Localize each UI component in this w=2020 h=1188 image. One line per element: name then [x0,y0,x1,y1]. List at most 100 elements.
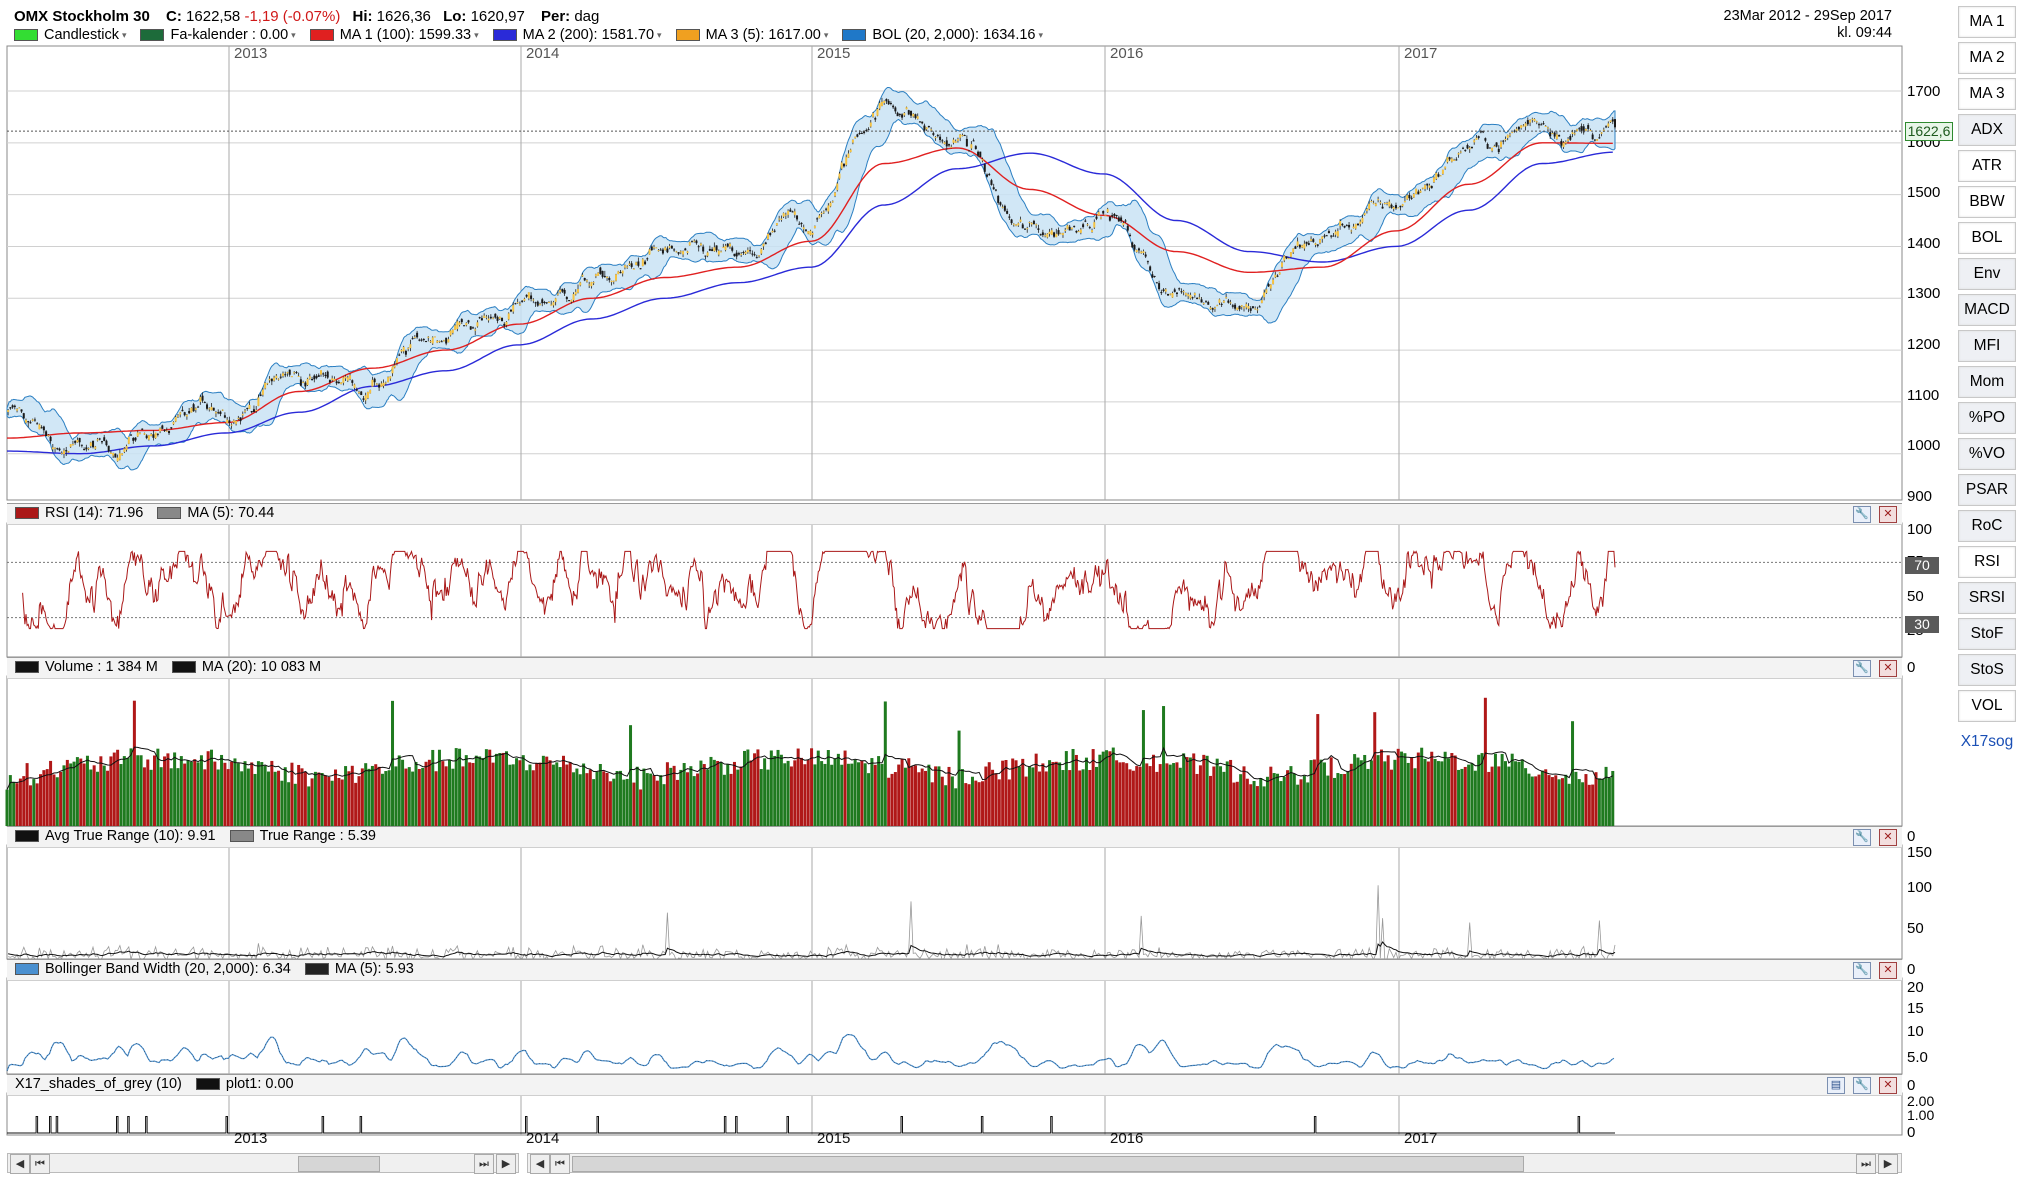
candle-body [1099,217,1102,219]
legend-item-ma1[interactable]: MA 1 (100): 1599.33 [339,27,472,43]
sidebar-item-ma3[interactable]: MA 3 [1958,78,2016,110]
candle-body [623,265,626,268]
wrench-icon[interactable]: 🔧 [1853,962,1871,979]
candle-body [56,448,59,450]
candle-body [431,337,434,344]
sidebar-item-rsi[interactable]: RSI [1958,546,2016,578]
candle-body [950,146,953,148]
legend-item-candlestick[interactable]: Candlestick [44,27,119,43]
sidebar-item-po[interactable]: %PO [1958,402,2016,434]
candle-body [1553,132,1556,137]
candle-body [1120,217,1123,222]
candle-body [539,304,542,306]
candle-body [907,110,910,115]
chevron-down-icon[interactable]: ▾ [291,29,296,40]
sidebar-item-mom[interactable]: Mom [1958,366,2016,398]
volume-bar [561,755,565,826]
scroll-right-icon[interactable]: ▶ [496,1154,516,1174]
chevron-down-icon[interactable]: ▾ [121,29,127,40]
year-label-bottom: 2015 [817,1130,851,1147]
scroll-first-icon[interactable]: ⏮ [30,1154,50,1174]
candle-body [655,247,658,249]
sidebar-item-ma1[interactable]: MA 1 [1958,6,2016,38]
sidebar-item-bol[interactable]: BOL [1958,222,2016,254]
candle-body [617,271,620,275]
volume-bar [746,749,750,826]
sidebar-item-atr[interactable]: ATR [1958,150,2016,182]
candle-body [357,392,360,394]
legend-item-ma2[interactable]: MA 2 (200): 1581.70 [522,27,655,43]
overview-scrollbar[interactable]: ◀ ⏮ ⏭ ▶ [7,1153,519,1174]
overview-scroll-thumb[interactable] [298,1156,380,1172]
close-icon[interactable]: ✕ [1879,829,1897,846]
main-scrollbar[interactable]: ◀ ⏮ ⏭ ▶ [527,1153,1902,1174]
candle-body [726,243,729,247]
close-icon[interactable]: ✕ [1879,506,1897,523]
scroll-left-icon[interactable]: ◀ [530,1154,550,1174]
sidebar-item-srsi[interactable]: SRSI [1958,582,2016,614]
close-icon[interactable]: ✕ [1879,1077,1897,1094]
volume-bar [568,762,572,826]
scroll-right-icon[interactable]: ▶ [1878,1154,1898,1174]
sidebar-item-mfi[interactable]: MFI [1958,330,2016,362]
candle-body [1115,215,1118,217]
sidebar-item-bbw[interactable]: BBW [1958,186,2016,218]
candle-body [373,378,376,383]
close-icon[interactable]: ✕ [1879,962,1897,979]
wrench-icon[interactable]: 🔧 [1853,660,1871,677]
sidebar-item-env[interactable]: Env [1958,258,2016,290]
document-icon[interactable]: ▤ [1827,1077,1845,1094]
scroll-first-icon[interactable]: ⏮ [550,1154,570,1174]
sidebar-item-vo[interactable]: %VO [1958,438,2016,470]
volume-bar [39,774,43,826]
sidebar-item-stof[interactable]: StoF [1958,618,2016,650]
panel-frame [6,977,1903,1075]
volume-bar [779,754,783,826]
legend-item-bol[interactable]: BOL (20, 2,000): 1634.16 [872,27,1036,43]
sidebar-item-adx[interactable]: ADX [1958,114,2016,146]
sidebar-item-vol[interactable]: VOL [1958,690,2016,722]
scroll-last-icon[interactable]: ⏭ [474,1154,494,1174]
sidebar-item-ma2[interactable]: MA 2 [1958,42,2016,74]
chevron-down-icon[interactable]: ▾ [657,29,662,40]
volume-bar [206,751,210,826]
wrench-icon[interactable]: 🔧 [1853,506,1871,523]
volume-bar [1607,777,1611,826]
wrench-icon[interactable]: 🔧 [1853,1077,1871,1094]
sidebar-item-stos[interactable]: StoS [1958,654,2016,686]
wrench-icon[interactable]: 🔧 [1853,829,1871,846]
volume-bar [468,762,472,826]
volume-bar [548,760,552,826]
candle-body [1386,202,1389,204]
volume-bar [987,762,991,826]
volume-bar [873,764,877,826]
candle-body [737,253,740,255]
volume-bar [645,773,649,826]
candle-body [460,319,463,323]
sidebar-item-macd[interactable]: MACD [1958,294,2016,326]
date-range-block: 23Mar 2012 - 29Sep 2017 kl. 09:44 [1724,8,1893,42]
main-scroll-thumb[interactable] [572,1156,1524,1172]
scroll-left-icon[interactable]: ◀ [10,1154,30,1174]
candle-body [885,98,888,102]
close-icon[interactable]: ✕ [1879,660,1897,677]
candle-body [1196,298,1199,300]
volume-bar [1480,753,1484,826]
volume-panel-header: Volume : 1 384 M MA (20): 10 083 M 🔧 ✕ [7,657,1902,679]
candle-body [1314,243,1317,245]
sidebar-item-roc[interactable]: RoC [1958,510,2016,542]
candle-body [1372,202,1375,204]
candle-body [1529,120,1532,123]
volume-bar [1457,769,1461,826]
chevron-down-icon[interactable]: ▾ [1038,29,1044,40]
sidebar-item-psar[interactable]: PSAR [1958,474,2016,506]
scroll-last-icon[interactable]: ⏭ [1856,1154,1876,1174]
volume-bar [893,772,897,826]
chevron-down-icon[interactable]: ▾ [474,29,479,40]
sidebar-item-x17sog[interactable]: X17sog [1958,726,2016,758]
legend-item-ma3[interactable]: MA 3 (5): 1617.00 [705,27,821,43]
volume-bar [1510,753,1514,826]
chevron-down-icon[interactable]: ▾ [823,29,829,40]
legend-item-fa-kalender[interactable]: Fa-kalender : 0.00 [170,27,289,43]
candle-body [1484,138,1487,141]
